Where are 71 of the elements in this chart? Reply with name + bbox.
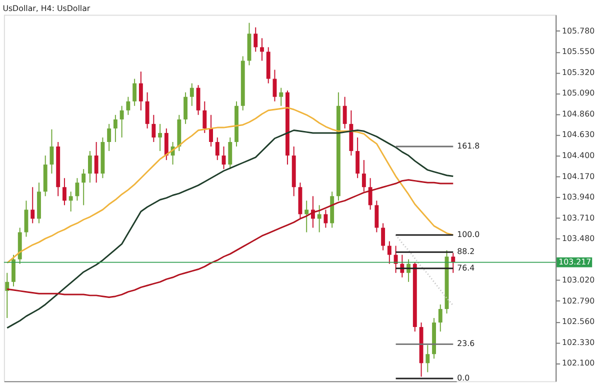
line-series bbox=[6, 106, 454, 264]
line-series bbox=[6, 130, 454, 329]
y-tick-label: 104.170 bbox=[562, 172, 595, 181]
candlestick bbox=[12, 254, 16, 287]
candlestick bbox=[126, 96, 130, 116]
candlestick bbox=[356, 136, 360, 179]
y-tick-label: 102.330 bbox=[562, 338, 595, 347]
candlestick bbox=[202, 100, 207, 134]
candlestick bbox=[438, 304, 442, 332]
candlestick bbox=[190, 82, 194, 106]
candlestick bbox=[426, 344, 430, 373]
candlestick bbox=[260, 38, 264, 62]
y-tick-label: 105.780 bbox=[562, 26, 595, 36]
candlestick bbox=[5, 272, 10, 319]
candlestick bbox=[24, 200, 28, 238]
candlestick bbox=[451, 252, 456, 274]
candlestick bbox=[304, 200, 309, 233]
candlestick bbox=[228, 136, 232, 170]
candlestick bbox=[374, 200, 379, 233]
series-label: 23.6 bbox=[457, 339, 475, 348]
candlestick bbox=[145, 92, 150, 129]
candlestick bbox=[317, 204, 322, 233]
y-tick-label: 104.400 bbox=[562, 150, 595, 160]
y-tick-label: 103.480 bbox=[562, 234, 595, 244]
y-tick-label: 102.560 bbox=[562, 317, 595, 326]
candlestick bbox=[209, 114, 213, 147]
y-tick-label: 105.090 bbox=[562, 88, 595, 98]
candlestick bbox=[394, 245, 398, 274]
candlestick bbox=[94, 141, 98, 184]
candlestick bbox=[342, 96, 347, 129]
candlestick bbox=[324, 209, 328, 228]
candlestick bbox=[30, 186, 35, 224]
candlestick bbox=[75, 178, 80, 202]
y-tick-label: 105.550 bbox=[562, 47, 595, 56]
y-tick-label: 105.320 bbox=[562, 68, 595, 77]
candlestick bbox=[184, 92, 188, 124]
y-tick-label: 103.020 bbox=[562, 276, 595, 285]
candlestick bbox=[107, 123, 112, 152]
candlestick bbox=[215, 136, 220, 161]
series-label: 0.0 bbox=[457, 373, 470, 382]
candlestick bbox=[368, 178, 372, 210]
y-tick-label: 103.940 bbox=[562, 192, 595, 202]
y-tick-label: 103.710 bbox=[562, 213, 595, 222]
candlestick bbox=[68, 191, 73, 212]
candlestick bbox=[362, 160, 366, 192]
candlestick bbox=[254, 26, 258, 52]
chart-title: UsDollar, H4: UsDollar bbox=[2, 4, 91, 13]
line-series bbox=[6, 179, 454, 298]
line-series bbox=[395, 234, 454, 306]
ref-line-label: 103.217 bbox=[558, 257, 592, 266]
candlestick bbox=[164, 128, 168, 161]
series-label: 88.2 bbox=[457, 247, 475, 256]
candlestick bbox=[158, 123, 162, 152]
candlestick bbox=[387, 240, 392, 264]
candlestick bbox=[113, 114, 118, 142]
series-label: 76.4 bbox=[457, 263, 475, 272]
y-tick-label: 104.630 bbox=[562, 130, 595, 140]
candlestick bbox=[82, 168, 86, 206]
y-tick-label: 102.790 bbox=[562, 296, 595, 306]
candlestick bbox=[88, 150, 92, 184]
candlestick bbox=[132, 78, 137, 106]
series-label: 100.0 bbox=[457, 230, 480, 239]
series-label: 161.8 bbox=[457, 141, 480, 150]
candlestick bbox=[62, 178, 66, 206]
candlestick bbox=[279, 87, 284, 106]
y-tick-label: 102.100 bbox=[562, 358, 595, 368]
candlestick bbox=[152, 114, 156, 142]
candlestick bbox=[381, 222, 386, 251]
candlestick bbox=[138, 71, 143, 111]
candlestick bbox=[120, 105, 124, 138]
y-tick-label: 104.860 bbox=[562, 109, 595, 118]
